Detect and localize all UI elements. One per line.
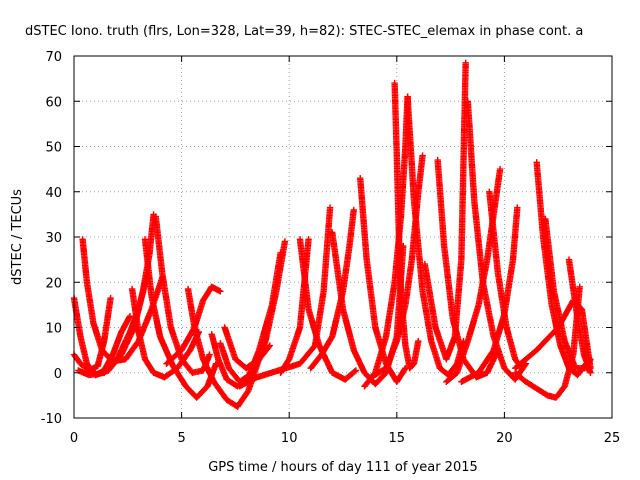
series-markers <box>464 98 530 383</box>
series-markers <box>542 215 594 372</box>
x-tick-label: 0 <box>70 431 78 446</box>
y-tick-labels: -10 0 10 20 30 40 50 60 70 <box>41 50 62 427</box>
y-tick-label: 10 <box>45 322 62 337</box>
series-markers <box>404 93 467 379</box>
y-tick-label: 40 <box>45 186 62 201</box>
series-markers <box>221 324 273 372</box>
x-tick-label: 25 <box>604 431 621 446</box>
y-tick-label: 30 <box>45 231 62 246</box>
series-23 <box>404 93 467 379</box>
x-tick-label: 15 <box>389 431 406 446</box>
chart-title: dSTEC Iono. truth (flrs, Lon=328, Lat=39… <box>25 24 583 39</box>
y-tick-label: -10 <box>41 412 62 427</box>
series-12 <box>217 238 289 385</box>
series-34 <box>512 297 594 372</box>
y-tick-label: 70 <box>45 50 62 65</box>
y-tick-label: 20 <box>45 276 62 291</box>
series-27 <box>464 98 530 383</box>
series-markers <box>434 156 502 381</box>
series-8 <box>152 213 213 376</box>
data-series <box>70 59 594 410</box>
series-markers <box>141 236 220 401</box>
series-markers <box>512 297 594 372</box>
y-axis-label: dSTEC / TECUs <box>10 189 25 285</box>
series-13 <box>221 324 273 372</box>
series-25 <box>434 156 502 381</box>
series-21 <box>391 79 422 372</box>
series-markers <box>217 238 289 385</box>
x-tick-label: 20 <box>496 431 513 446</box>
y-tick-label: 50 <box>45 141 62 156</box>
series-31 <box>542 215 594 372</box>
x-tick-label: 5 <box>177 431 185 446</box>
series-7 <box>141 236 220 401</box>
x-tick-labels: 0 5 10 15 20 25 <box>70 431 620 446</box>
series-markers <box>458 204 521 385</box>
y-tick-label: 0 <box>54 367 62 382</box>
x-tick-label: 10 <box>281 431 298 446</box>
axis-ticks <box>73 55 613 419</box>
y-tick-label: 60 <box>45 95 62 110</box>
series-29 <box>458 204 521 385</box>
x-axis-label: GPS time / hours of day 111 of year 2015 <box>208 460 478 475</box>
series-markers <box>391 79 422 372</box>
series-markers <box>152 213 213 376</box>
